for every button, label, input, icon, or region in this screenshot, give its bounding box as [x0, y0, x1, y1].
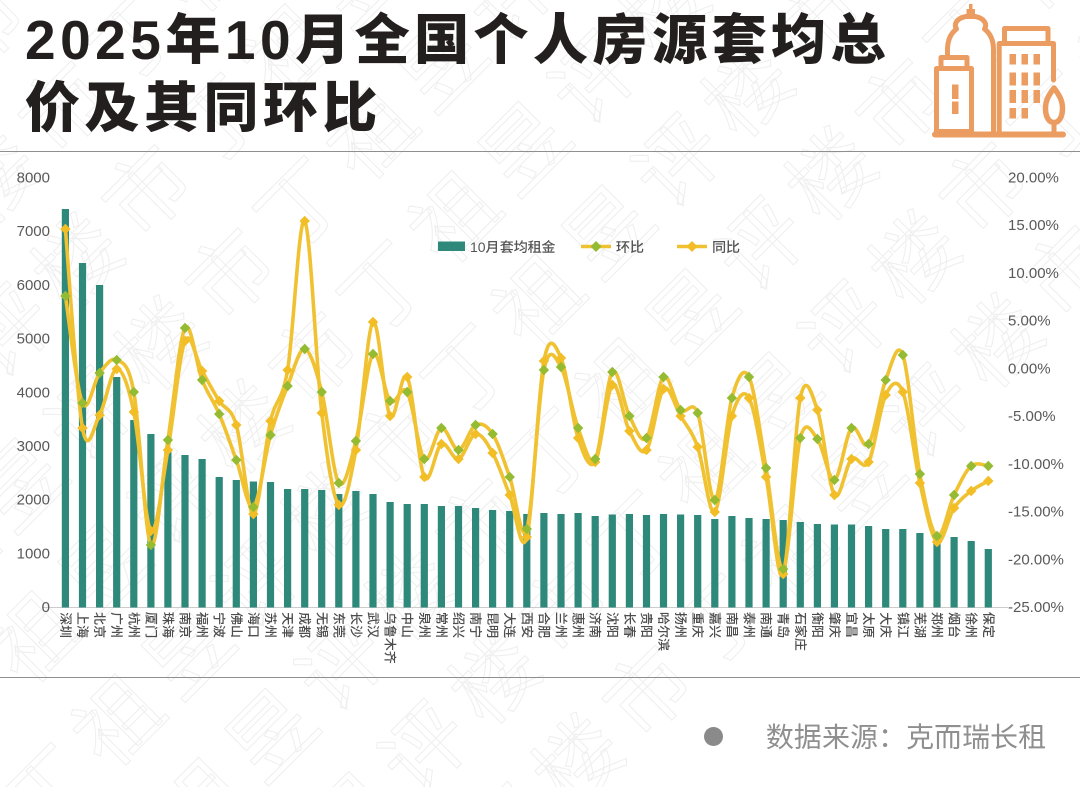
svg-text:哈尔滨: 哈尔滨 [656, 612, 671, 651]
svg-text:济南: 济南 [588, 612, 603, 638]
svg-text:大庆: 大庆 [878, 612, 893, 638]
svg-text:石家庄: 石家庄 [793, 612, 808, 651]
svg-text:北京: 北京 [92, 612, 107, 638]
svg-text:南昌: 南昌 [724, 612, 739, 638]
svg-text:3000: 3000 [17, 438, 50, 455]
svg-text:南通: 南通 [759, 612, 774, 638]
svg-text:杭州: 杭州 [126, 611, 141, 638]
svg-text:长沙: 长沙 [348, 612, 363, 638]
svg-text:深圳: 深圳 [58, 611, 73, 638]
svg-text:成都: 成都 [297, 612, 312, 638]
svg-text:徐州: 徐州 [964, 612, 979, 638]
svg-text:西安: 西安 [519, 612, 534, 638]
svg-text:10月套均租金: 10月套均租金 [470, 239, 556, 255]
svg-text:0: 0 [42, 599, 50, 616]
svg-text:宁波: 宁波 [212, 612, 227, 638]
svg-text:泰州: 泰州 [742, 612, 757, 638]
svg-text:5000: 5000 [17, 331, 50, 348]
svg-text:郑州: 郑州 [930, 612, 945, 638]
svg-text:福州: 福州 [195, 612, 210, 638]
svg-text:嘉兴: 嘉兴 [707, 612, 722, 638]
svg-text:常州: 常州 [434, 612, 449, 638]
svg-text:苏州: 苏州 [263, 612, 278, 638]
svg-text:沈阳: 沈阳 [605, 612, 620, 638]
svg-text:-5.00%: -5.00% [1008, 408, 1056, 425]
svg-text:烟台: 烟台 [947, 612, 962, 638]
svg-text:0.00%: 0.00% [1008, 360, 1051, 377]
svg-text:无锡: 无锡 [314, 612, 329, 638]
svg-text:乌鲁木齐: 乌鲁木齐 [383, 612, 398, 664]
svg-text:南宁: 南宁 [468, 612, 483, 638]
svg-text:昆明: 昆明 [485, 612, 500, 638]
svg-text:惠州: 惠州 [571, 612, 586, 638]
svg-text:厦门: 厦门 [143, 612, 158, 638]
svg-text:东莞: 东莞 [331, 612, 346, 638]
svg-text:广州: 广州 [109, 612, 124, 638]
svg-text:-25.00%: -25.00% [1008, 599, 1064, 616]
svg-text:青岛: 青岛 [776, 612, 791, 638]
svg-text:上海: 上海 [75, 612, 90, 638]
svg-text:太原: 太原 [861, 612, 876, 638]
svg-text:佛山: 佛山 [229, 612, 244, 638]
svg-text:环比: 环比 [616, 239, 644, 255]
svg-text:长春: 长春 [622, 612, 637, 638]
svg-text:宜昌: 宜昌 [844, 612, 859, 638]
svg-text:6000: 6000 [17, 277, 50, 294]
svg-text:同比: 同比 [712, 239, 740, 255]
svg-text:5.00%: 5.00% [1008, 313, 1051, 330]
svg-text:1000: 1000 [17, 545, 50, 562]
svg-text:7000: 7000 [17, 223, 50, 240]
svg-text:扬州: 扬州 [673, 612, 688, 638]
svg-text:2000: 2000 [17, 492, 50, 509]
svg-text:-10.00%: -10.00% [1008, 456, 1064, 473]
svg-text:镇江: 镇江 [895, 612, 910, 638]
svg-text:芜湖: 芜湖 [912, 612, 927, 638]
svg-text:肇庆: 肇庆 [827, 612, 842, 638]
svg-text:保定: 保定 [981, 612, 996, 638]
svg-text:合肥: 合肥 [536, 612, 551, 638]
svg-text:-15.00%: -15.00% [1008, 504, 1064, 521]
svg-text:10.00%: 10.00% [1008, 265, 1059, 282]
svg-text:珠海: 珠海 [160, 612, 175, 638]
svg-text:4000: 4000 [17, 384, 50, 401]
svg-text:泉州: 泉州 [417, 612, 432, 638]
svg-text:兰州: 兰州 [554, 612, 569, 638]
svg-text:天津: 天津 [280, 612, 295, 638]
svg-text:贵阳: 贵阳 [639, 612, 654, 638]
svg-text:20.00%: 20.00% [1008, 170, 1059, 187]
svg-text:中山: 中山 [400, 612, 415, 638]
svg-text:绍兴: 绍兴 [451, 612, 466, 638]
svg-text:海口: 海口 [246, 612, 261, 638]
svg-text:重庆: 重庆 [690, 612, 705, 638]
svg-text:8000: 8000 [17, 170, 50, 187]
svg-text:南京: 南京 [178, 612, 193, 638]
svg-text:大连: 大连 [502, 612, 517, 638]
svg-text:15.00%: 15.00% [1008, 217, 1059, 234]
svg-text:武汉: 武汉 [366, 612, 381, 638]
svg-text:-20.00%: -20.00% [1008, 551, 1064, 568]
svg-text:衡阳: 衡阳 [810, 612, 825, 638]
